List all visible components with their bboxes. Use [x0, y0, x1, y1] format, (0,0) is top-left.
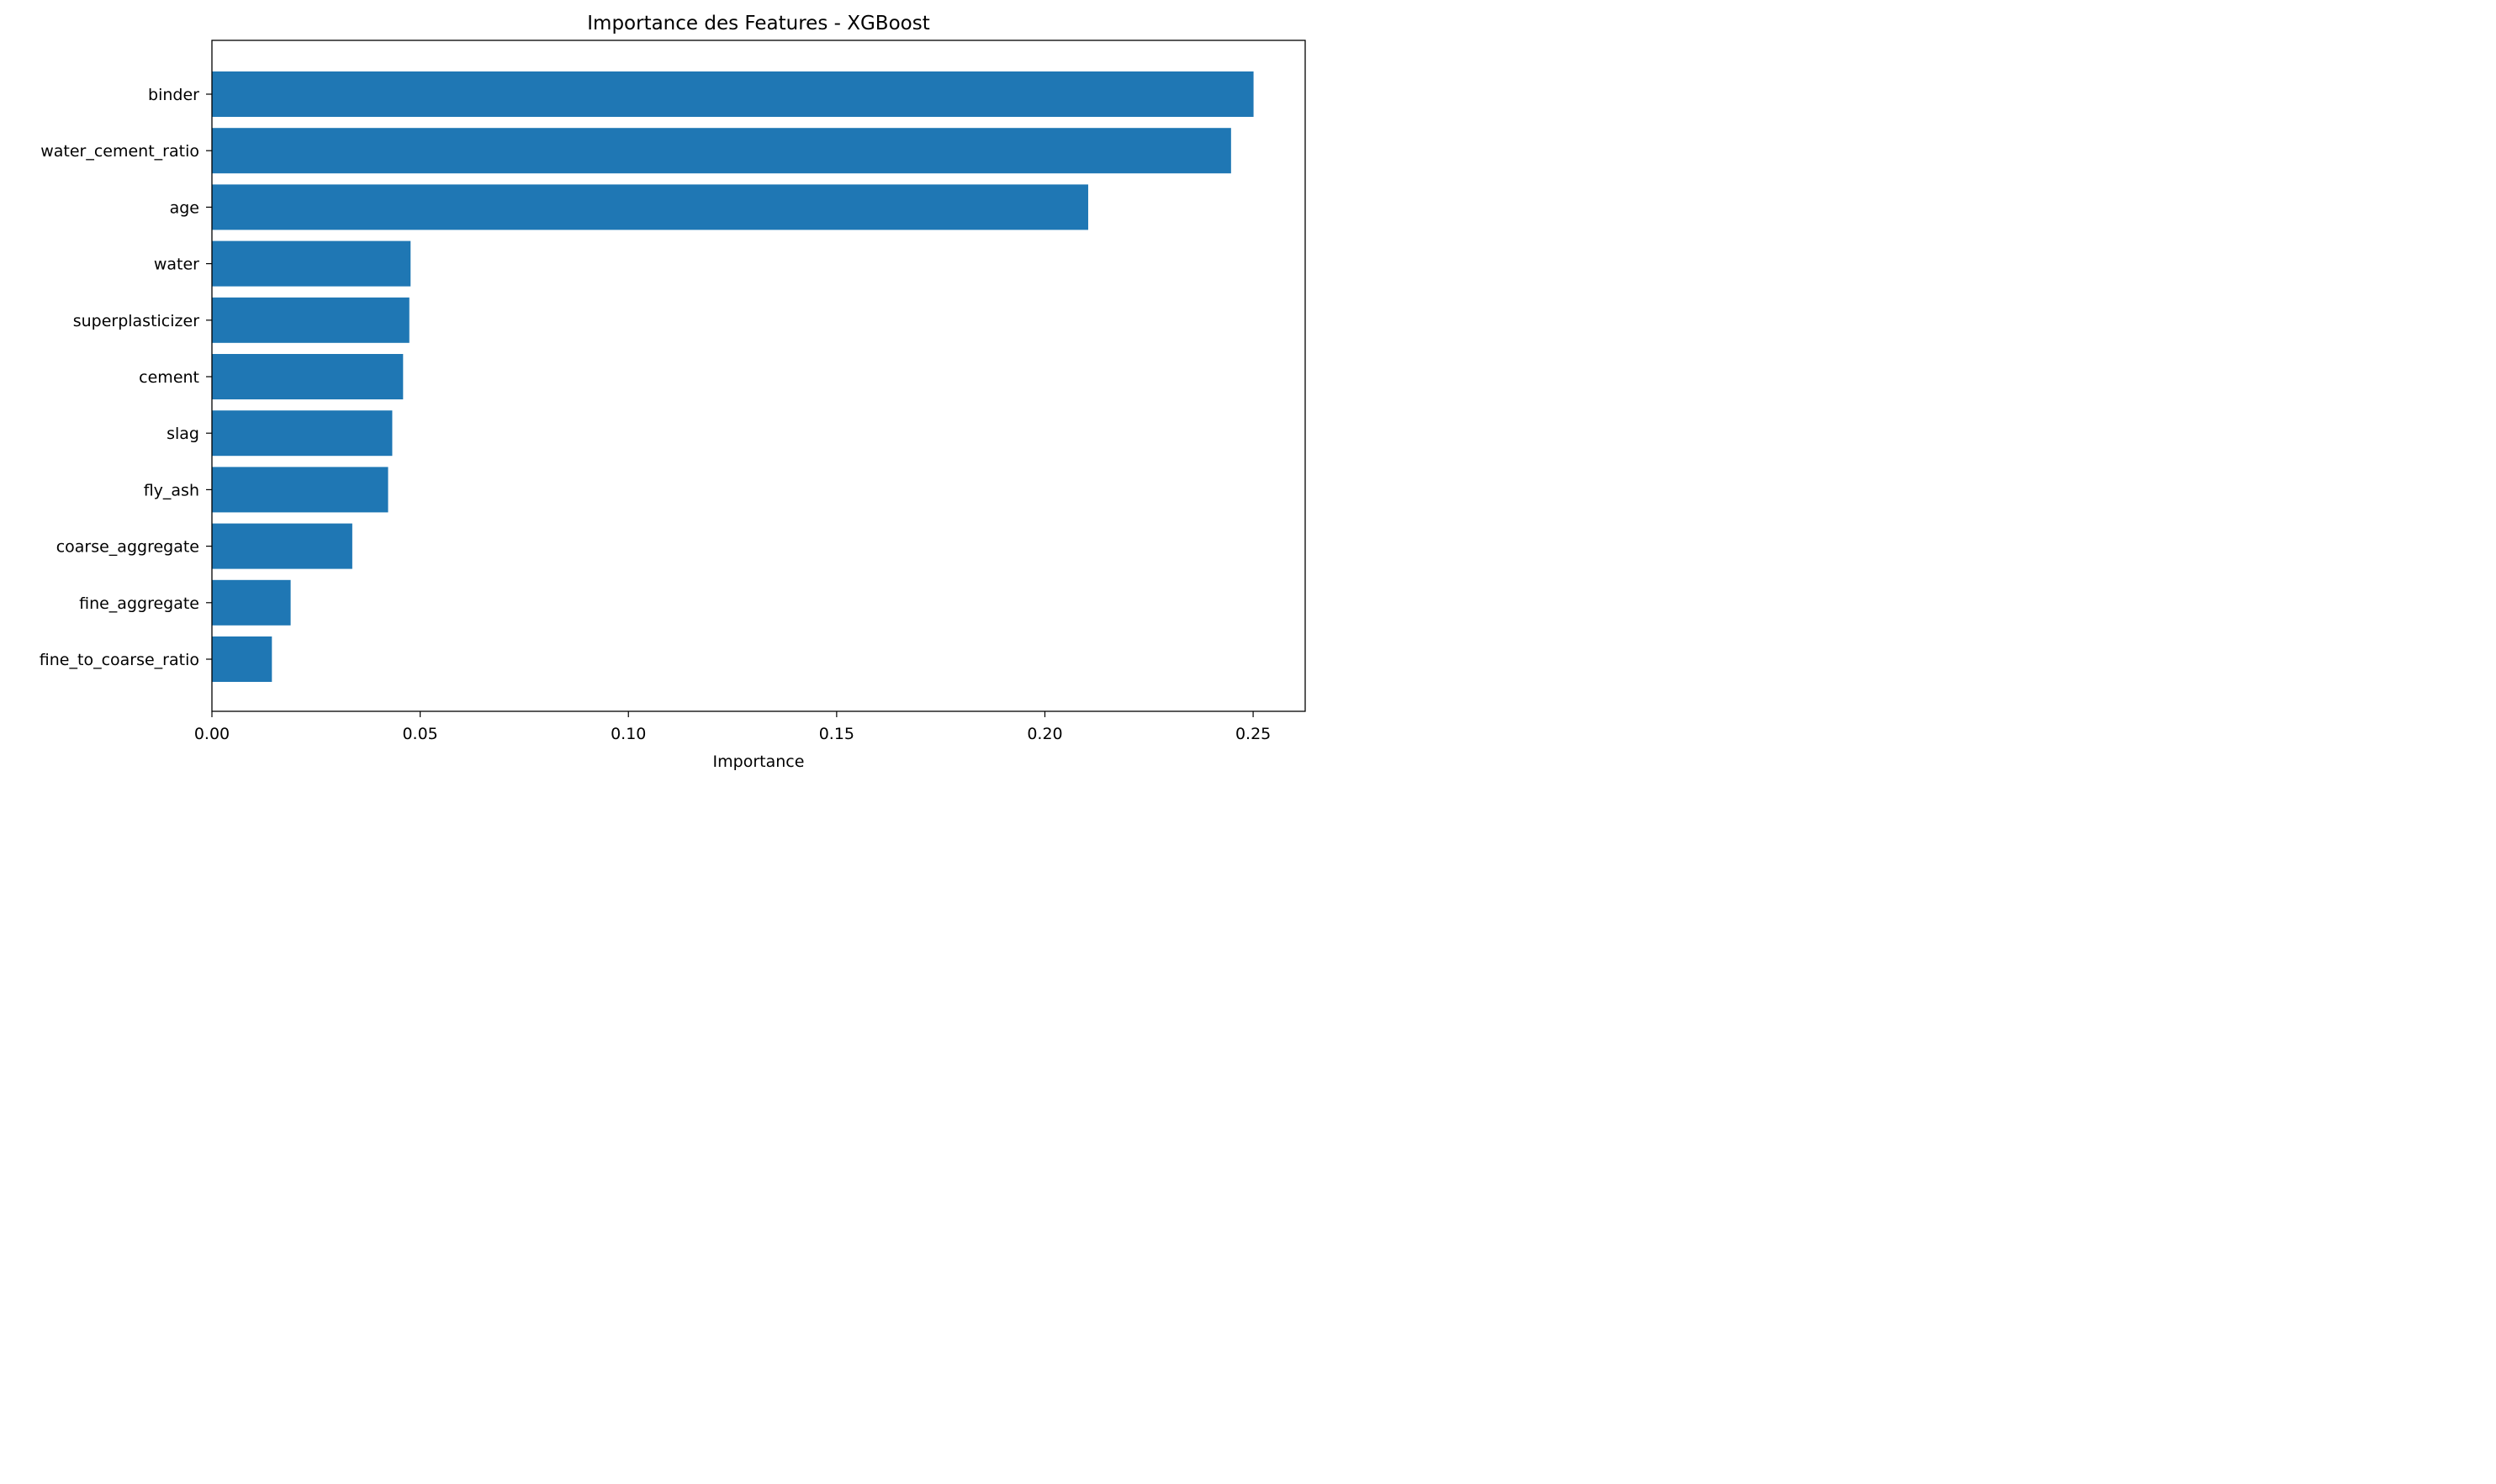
x-tick-label: 0.25 [1235, 725, 1271, 743]
bar-fly-ash [212, 467, 389, 513]
y-tick-label: water [154, 256, 199, 274]
y-tick-label: fly_ash [144, 481, 199, 499]
bar-water [212, 240, 411, 287]
y-tick-label: water_cement_ratio [40, 142, 199, 161]
bar-fine-aggregate [212, 579, 291, 626]
y-tick-label: binder [148, 86, 199, 104]
bars-layer [212, 71, 1254, 682]
x-tick-label: 0.20 [1027, 725, 1062, 743]
y-tick-label: slag [167, 425, 199, 443]
feature-importance-chart: Importance des Features - XGBoost binder… [0, 0, 1319, 784]
bar-slag [212, 410, 393, 457]
plot-frame [211, 40, 1306, 712]
y-tick-label: cement [139, 368, 199, 387]
bar-age [212, 184, 1088, 230]
chart-title: Importance des Features - XGBoost [587, 13, 929, 34]
bar-fine-to-coarse-ratio [212, 636, 272, 682]
x-axis: 0.00 0.05 0.10 0.15 0.20 0.25 [194, 711, 1271, 743]
bar-binder [212, 71, 1254, 117]
y-tick-label: coarse_aggregate [56, 538, 199, 557]
bar-cement [212, 354, 404, 399]
bar-water-cement-ratio [212, 128, 1231, 174]
bar-superplasticizer [212, 297, 410, 343]
y-tick-label: fine_to_coarse_ratio [40, 651, 199, 669]
chart-figure: Importance des Features - XGBoost binder… [0, 0, 1319, 784]
y-tick-label: fine_aggregate [79, 594, 199, 613]
y-tick-label: age [170, 198, 199, 217]
x-tick-label: 0.00 [194, 725, 230, 743]
x-tick-label: 0.10 [611, 725, 646, 743]
x-tick-label: 0.05 [402, 725, 437, 743]
y-tick-label: superplasticizer [73, 312, 200, 330]
x-axis-label: Importance [713, 753, 805, 771]
x-tick-label: 0.15 [819, 725, 854, 743]
bar-coarse-aggregate [212, 523, 352, 569]
